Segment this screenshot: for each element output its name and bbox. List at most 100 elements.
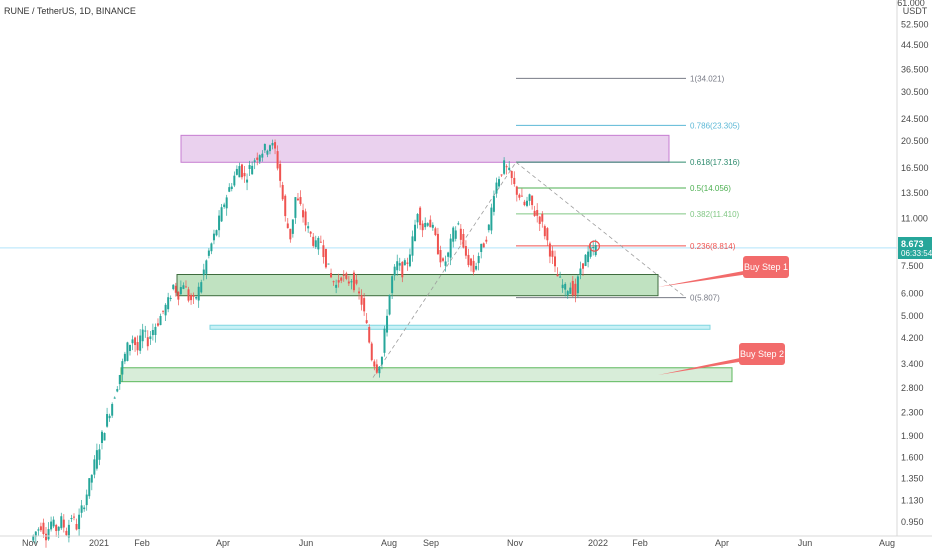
candle-body — [485, 239, 488, 242]
y-tick-label: 0.950 — [901, 517, 924, 527]
buy-step-1-callout[interactable]: Buy Step 1 — [658, 256, 789, 287]
fib-label: 0.236(8.814) — [690, 242, 736, 251]
candle-body — [141, 329, 144, 342]
candle-body — [151, 329, 154, 336]
candle-body — [393, 266, 396, 276]
candle-body — [500, 174, 503, 176]
candle-body — [304, 211, 307, 226]
candle-body — [212, 233, 215, 241]
candle-body — [495, 182, 498, 194]
candle-body — [225, 197, 228, 209]
candle-body — [556, 274, 559, 277]
candle-body — [44, 533, 47, 541]
y-tick-label: 5.000 — [901, 311, 924, 321]
candle-body — [228, 187, 231, 192]
candle-body — [505, 166, 508, 168]
candle-body — [380, 356, 383, 365]
candle-body — [576, 276, 579, 294]
candle-body — [98, 449, 101, 460]
candle-body — [279, 163, 282, 181]
candle-body — [498, 179, 501, 187]
x-axis: Nov 2021 Feb Apr Jun Aug Sep Nov 2022 Feb Apr Jun Au… — [22, 538, 895, 548]
candle-body — [490, 207, 493, 231]
candle-body — [317, 237, 320, 250]
candle-body — [121, 361, 124, 375]
candle-body — [266, 150, 269, 155]
y-tick-label: 1.350 — [901, 474, 924, 484]
candle-body — [510, 170, 513, 179]
candle-body — [256, 157, 259, 160]
candle-body — [541, 213, 544, 222]
candle-body — [95, 450, 98, 469]
candle-body — [251, 165, 254, 175]
candle-body — [342, 274, 345, 276]
candle-body — [401, 261, 404, 278]
callout-pointer — [658, 270, 749, 287]
candle-body — [276, 151, 279, 169]
candle-body — [238, 166, 241, 178]
candle-body — [281, 184, 284, 200]
candle-body — [337, 280, 340, 283]
candle-body — [111, 404, 114, 416]
candle-body — [50, 521, 53, 530]
chart-title: RUNE / TetherUS, 1D, BINANCE — [4, 6, 136, 16]
candle-body — [207, 250, 210, 256]
candle-body — [263, 143, 266, 151]
candle-body — [322, 245, 325, 258]
candle-body — [531, 195, 534, 206]
candle-body — [70, 518, 73, 520]
buy-step-2-callout[interactable]: Buy Step 2 — [658, 343, 785, 375]
candle-body — [442, 258, 445, 261]
candle-body — [324, 248, 327, 268]
candle-body — [284, 195, 287, 217]
fib-label: 1(34.021) — [690, 74, 725, 83]
candle-body — [416, 214, 419, 223]
candle-body — [52, 519, 55, 527]
candle-body — [482, 243, 485, 248]
candle-body — [536, 210, 539, 216]
y-tick-label: 20.500 — [901, 136, 929, 146]
fib-label: 0.382(11.410) — [690, 210, 740, 219]
candle-body — [154, 326, 157, 335]
x-tick-label: 2021 — [89, 538, 109, 548]
candle-body — [187, 289, 190, 301]
candle-body — [240, 164, 243, 178]
fib-trend-line-down — [515, 161, 687, 298]
candle-body — [75, 523, 78, 530]
candle-body — [200, 282, 203, 293]
candle-body — [330, 273, 333, 278]
candle-body — [470, 258, 473, 266]
y-tick-label: 36.500 — [901, 65, 929, 75]
candle-body — [220, 207, 223, 222]
candle-body — [574, 283, 577, 296]
candle-body — [327, 263, 330, 265]
candle-body — [261, 153, 264, 158]
y-tick-label: 16.500 — [901, 163, 929, 173]
x-tick-label: Feb — [632, 538, 648, 548]
x-tick-label: Nov — [22, 538, 39, 548]
candle-body — [90, 474, 93, 483]
candle-body — [39, 526, 42, 531]
candle-body — [131, 339, 134, 344]
candle-body — [421, 223, 424, 231]
candle-body — [419, 207, 422, 226]
y-tick-label: 2.300 — [901, 408, 924, 418]
candle-body — [429, 219, 432, 228]
x-tick-label: Apr — [216, 538, 230, 548]
candle-body — [454, 230, 457, 239]
candle-body — [164, 304, 167, 316]
candle-body — [352, 272, 355, 291]
candle-body — [335, 284, 338, 288]
candle-body — [202, 269, 205, 276]
candle-body — [594, 244, 597, 256]
candle-body — [67, 524, 70, 538]
candle-body — [62, 519, 65, 528]
x-tick-label: Jun — [299, 538, 314, 548]
candle-body — [554, 256, 557, 267]
plot-area[interactable]: 1(34.021) 0.786(23.305) 0.618(17.316) 0.5(1… — [0, 74, 897, 548]
candle-body — [551, 250, 554, 257]
x-tick-label: Nov — [507, 538, 524, 548]
candle-body — [355, 279, 358, 284]
candle-body — [564, 283, 567, 290]
candle-body — [286, 223, 289, 229]
